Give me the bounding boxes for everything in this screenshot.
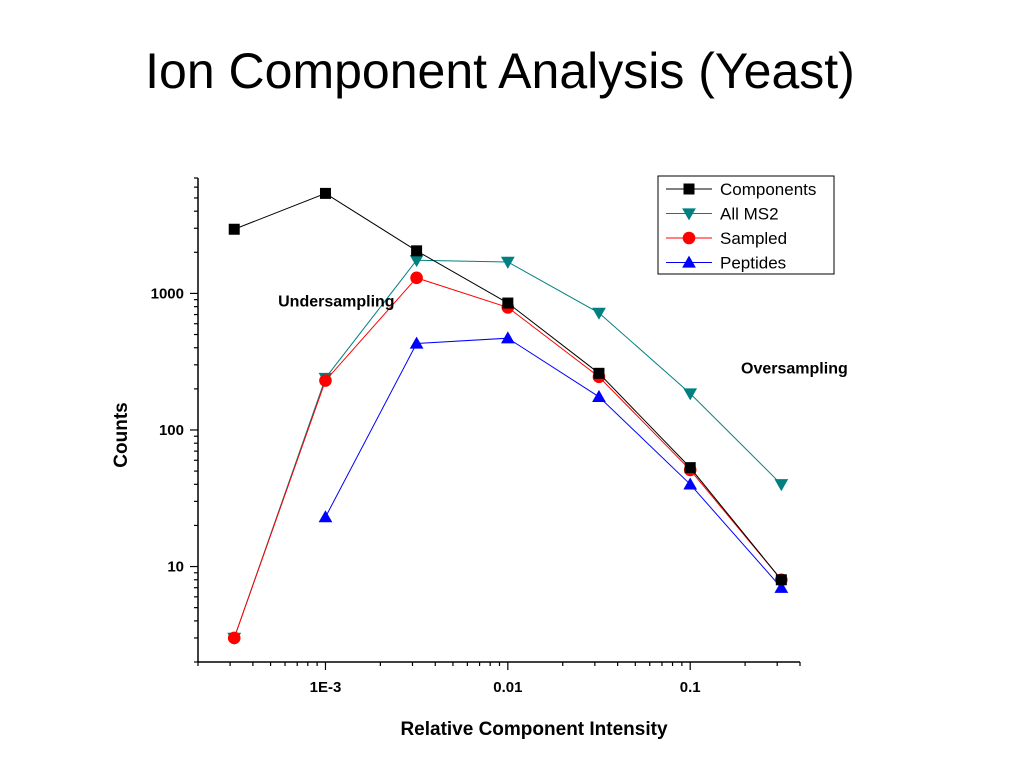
legend-marker: [682, 255, 696, 268]
axes: 1E-3 0.01 0.1 10 100 1000: [151, 177, 801, 696]
y-tick-label: 1000: [151, 285, 184, 302]
annotations: Undersampling Oversampling: [278, 294, 848, 378]
annotation-oversampling: Oversampling: [741, 360, 848, 377]
data-point-components: [502, 297, 514, 309]
data-point-sampled: [319, 374, 332, 387]
series-peptides: [318, 331, 789, 593]
legend-marker: [682, 231, 696, 245]
data-point-components: [684, 462, 696, 474]
series-components: [228, 187, 787, 586]
legend-label: Components: [720, 180, 816, 199]
slide-title: Ion Component Analysis (Yeast): [145, 43, 855, 99]
data-point-components: [228, 223, 240, 235]
data-point-all-ms2: [774, 479, 789, 492]
series-sampled: [227, 271, 788, 645]
legend-label: Sampled: [720, 229, 787, 248]
legend-item-components: Components: [666, 180, 816, 199]
data-point-peptides: [500, 331, 515, 344]
data-point-peptides: [318, 510, 333, 523]
data-point-components: [775, 574, 787, 586]
x-axis-title: Relative Component Intensity: [400, 719, 668, 740]
series-line-peptides: [325, 337, 782, 589]
legend-item-peptides: Peptides: [666, 254, 786, 273]
data-point-peptides: [774, 580, 789, 593]
data-point-sampled: [227, 631, 241, 645]
y-axis-title: Counts: [111, 402, 132, 467]
data-point-all-ms2: [500, 256, 515, 269]
legend-item-sampled: Sampled: [666, 229, 787, 248]
data-point-components: [319, 187, 331, 199]
legend-label: All MS2: [720, 205, 779, 224]
data-point-components: [411, 245, 423, 257]
data-point-all-ms2: [409, 255, 424, 268]
x-tick-label: 0.1: [680, 679, 701, 696]
legend-label: Peptides: [720, 254, 786, 273]
legend: Components All MS2 Sampled Peptides: [657, 175, 835, 275]
y-tick-label: 100: [159, 422, 184, 439]
data-point-peptides: [592, 389, 606, 402]
legend-marker: [683, 183, 695, 195]
series-layer: [227, 187, 789, 645]
data-point-peptides: [683, 477, 698, 490]
x-tick-label: 0.01: [493, 679, 522, 696]
data-point-all-ms2: [683, 388, 698, 401]
annotation-undersampling: Undersampling: [278, 294, 394, 311]
legend-item-all-ms2: All MS2: [666, 205, 779, 224]
data-point-sampled: [410, 271, 423, 285]
series-line-all-ms2: [233, 259, 782, 639]
data-point-all-ms2: [592, 307, 606, 320]
data-point-peptides: [409, 336, 424, 349]
legend-marker: [682, 208, 696, 221]
y-tick-label: 10: [167, 559, 184, 576]
data-point-components: [593, 367, 605, 379]
x-tick-label: 1E-3: [310, 679, 342, 696]
